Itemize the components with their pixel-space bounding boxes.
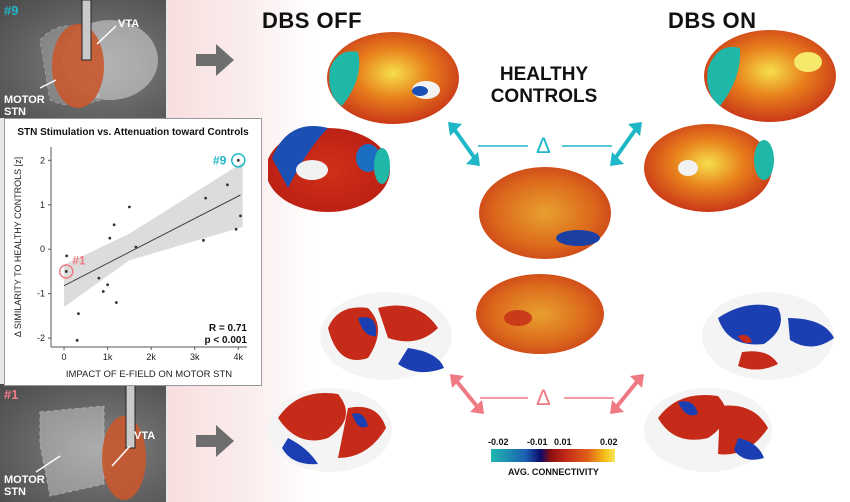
delta-connector-top [448,122,642,166]
vta-label-top: VTA [118,18,140,30]
brain-healthy-medial [476,274,604,354]
mri-panel-top: #9 VTA MOTOR STN [0,0,166,118]
delta-top: Δ [536,133,551,158]
data-point [239,214,242,218]
heading-dbs-on: DBS ON [668,8,757,33]
colorbar [491,449,615,462]
case-tag-top: #9 [4,3,19,18]
x-tick-label: 4k [234,352,244,362]
healthy-line-2: CONTROLS [490,86,598,107]
data-point [97,276,101,280]
brain-dbs-off-lateral [327,32,459,124]
data-point [64,270,68,273]
motor-pointer-bottom [35,455,61,473]
y-tick-label: 1 [40,200,45,210]
x-tick-label: 2k [146,352,156,362]
x-axis-label: IMPACT OF E-FIELD ON MOTOR STN [66,369,232,380]
motor-label-bottom-2: STN [4,486,26,498]
motor-label-bottom-1: MOTOR [4,474,45,486]
motor-label-top-1: MOTOR [4,94,45,106]
vta-pointer-bottom [111,445,131,467]
data-point [236,158,240,162]
annotation-ring [231,153,246,168]
arrow-right-bottom [196,425,234,457]
colorbar-tick-4: 0.02 [600,437,618,447]
colorbar-label: AVG. CONNECTIVITY [508,467,599,477]
brain-healthy-lateral [479,167,611,259]
heading-healthy-controls: HEALTHY CONTROLS [478,64,610,108]
stats-r: R = 0.71 [209,323,248,334]
colorbar-tick-2: -0.01 [527,437,548,447]
data-point [108,236,112,240]
arrow-right-top [196,44,234,76]
motor-stn-mesh-bottom [39,405,105,497]
regression-line [63,194,241,287]
y-tick-label: -2 [37,333,45,343]
data-point [114,301,118,304]
y-tick-label: -1 [37,289,45,299]
motor-label-top-2: STN [4,106,26,118]
data-point [204,196,208,200]
x-tick-label: 1k [103,352,113,362]
y-tick-label: 2 [40,155,45,165]
data-point [65,254,69,258]
x-tick-label: 0 [62,352,67,362]
annotation-label: #1 [72,253,86,267]
brain-dbs-on-lateral [704,30,836,122]
data-point [234,227,238,231]
annotation-label: #9 [213,153,227,167]
brain-dbs-on-medial [644,124,774,212]
case-tag-bottom: #1 [4,387,19,402]
delta-bottom: Δ [536,385,551,410]
data-point [77,312,80,316]
brain-dbs-on-lateral-bottom [702,292,834,380]
data-point [202,238,205,242]
y-tick-label: 0 [40,244,45,254]
stats-p: p < 0.001 [204,335,247,346]
dbs-lead [81,0,92,61]
brain-dbs-off-lateral-bottom [320,292,452,380]
heading-dbs-off: DBS OFF [262,8,363,33]
vta-pointer [96,25,117,45]
brain-dbs-on-medial-bottom [644,388,772,472]
data-point [128,205,131,209]
mri-top-svg [39,0,158,108]
x-tick-label: 3k [190,352,200,362]
colorbar-tick-3: 0.01 [554,437,572,447]
annotation-ring [58,264,74,279]
delta-connector-bottom [450,374,644,414]
y-axis-label: Δ SIMILARITY TO HEALTHY CONTROLS [z] [13,157,23,337]
confidence-band [64,162,243,307]
colorbar-tick-1: -0.02 [488,437,509,447]
data-point [112,223,116,227]
vta-label-bottom: VTA [134,430,156,442]
mri-panel-bottom: #1 VTA MOTOR STN [0,384,166,502]
chart-title: STN Stimulation vs. Attenuation toward C… [17,127,249,138]
brain-dbs-off-medial [268,126,390,212]
data-point [106,283,110,287]
healthy-line-1: HEALTHY [499,64,589,85]
vta-volume [52,24,104,108]
vta-volume-bottom [102,416,146,500]
dbs-lead-bottom [125,384,136,449]
brain-renderings [268,30,836,472]
scatter-plot-panel: STN Stimulation vs. Attenuation toward C… [4,118,262,386]
data-point [75,338,79,342]
scatter-plot: STN Stimulation vs. Attenuation toward C… [13,127,249,380]
mri-bottom-svg [35,384,146,500]
data-point [134,245,138,249]
data-point [226,183,229,187]
brain-dbs-off-medial-bottom [268,388,392,472]
data-point [101,290,105,293]
motor-pointer [39,79,57,89]
